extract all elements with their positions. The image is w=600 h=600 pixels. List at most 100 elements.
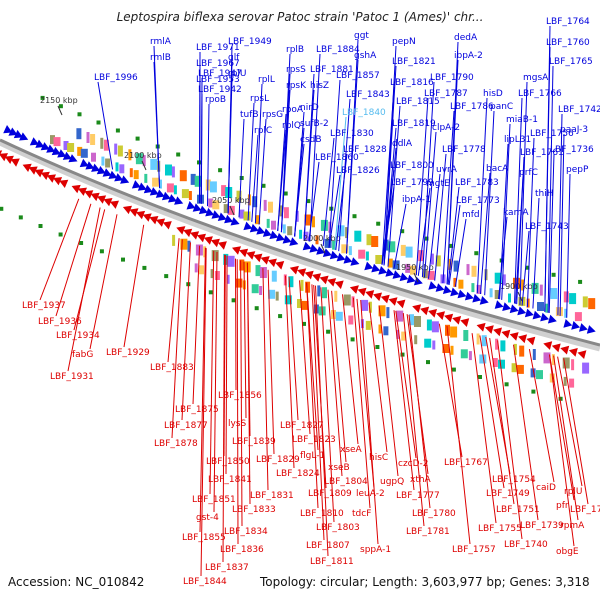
gene-label-lbf_1844[interactable]: LBF_1844 (183, 577, 227, 587)
gene-label-xtha[interactable]: xthA (410, 475, 432, 485)
gene-label-lbf_1857[interactable]: LBF_1857 (336, 71, 380, 81)
gene-label-rplc[interactable]: rplC (254, 126, 272, 136)
gene-label-mgsa[interactable]: mgsA (523, 73, 549, 83)
gene-label-lbf_1834[interactable]: LBF_1834 (224, 527, 268, 537)
gene-label-rplq[interactable]: rplQ (282, 121, 301, 131)
gene-label-lbf_1799[interactable]: LBF_1799 (390, 178, 434, 188)
gene-label-rpsl[interactable]: rpsL (250, 94, 269, 104)
gene-label-lbf_1840[interactable]: LBF_1840 (342, 108, 386, 118)
gene-label-rpoa[interactable]: rpoA (282, 105, 304, 115)
gene-label-lbf_1996[interactable]: LBF_1996 (94, 73, 138, 83)
gene-label-lbf_1764[interactable]: LBF_1764 (546, 17, 590, 27)
gene-label-gsha[interactable]: gshA (354, 51, 377, 61)
gene-label-rplu[interactable]: rplU (564, 487, 583, 497)
gene-label-lbf_1851[interactable]: LBF_1851 (192, 495, 236, 505)
gene-label-lipl31[interactable]: lipL31 (504, 135, 531, 145)
gene-label-clpa-2[interactable]: clpA-2 (432, 123, 460, 133)
gene-label-rplu[interactable]: rplU (228, 69, 247, 79)
gene-label-pfr[interactable]: pfr (556, 501, 569, 511)
gene-label-lbf_1760[interactable]: LBF_1760 (546, 38, 590, 48)
gene-label-lbf_1736[interactable]: LBF_1736 (550, 145, 594, 155)
gene-label-lbf_1749[interactable]: LBF_1749 (486, 489, 530, 499)
gene-label-sppa-1[interactable]: sppA-1 (360, 545, 391, 555)
gene-label-lbf_1816[interactable]: LBF_1816 (390, 78, 434, 88)
gene-label-lbf_1884[interactable]: LBF_1884 (316, 45, 360, 55)
gene-label-lbf_1821[interactable]: LBF_1821 (392, 57, 436, 67)
gene-label-lbf_1823[interactable]: LBF_1823 (292, 435, 336, 445)
gene-label-rpsg[interactable]: rpsG (262, 110, 283, 120)
gene-label-lbf_1803[interactable]: LBF_1803 (316, 523, 360, 533)
gene-label-lbf_1942[interactable]: LBF_1942 (198, 85, 242, 95)
gene-label-lbf_1934[interactable]: LBF_1934 (56, 331, 100, 341)
gene-label-lbf_1786[interactable]: LBF_1786 (450, 102, 494, 112)
gene-label-lbf_1810[interactable]: LBF_1810 (300, 509, 344, 519)
gene-label-lbf_1843[interactable]: LBF_1843 (346, 90, 390, 100)
gene-label-mgte[interactable]: mgtE (426, 179, 450, 189)
gene-label-rpma[interactable]: rpmA (560, 521, 585, 531)
gene-label-rmlb[interactable]: rmlB (150, 53, 171, 63)
gene-label-lbf_1881[interactable]: LBF_1881 (310, 65, 354, 75)
gene-label-lbf_1827[interactable]: LBF_1827 (280, 421, 324, 431)
gene-label-caid[interactable]: caiD (536, 483, 556, 493)
gene-label-lbf_1756[interactable]: LBF_1756 (530, 129, 574, 139)
gene-label-ugpq[interactable]: ugpQ (380, 477, 404, 487)
gene-label-lbf_1949[interactable]: LBF_1949 (228, 37, 272, 47)
gene-label-lbf_1819[interactable]: LBF_1819 (392, 119, 436, 129)
gene-label-lbf_1809[interactable]: LBF_1809 (308, 489, 352, 499)
gene-label-lbf_1765[interactable]: LBF_1765 (549, 57, 593, 67)
gene-label-lbf_1828[interactable]: LBF_1828 (343, 145, 387, 155)
gene-label-lbf_1931[interactable]: LBF_1931 (50, 372, 94, 382)
gene-label-lbf_1936[interactable]: LBF_1936 (38, 317, 82, 327)
gene-label-mfd[interactable]: mfd (462, 210, 480, 220)
gene-label-lbf_1815[interactable]: LBF_1815 (396, 97, 440, 107)
gene-label-rpss[interactable]: rpsS (286, 65, 306, 75)
gene-label-rplb[interactable]: rplB (286, 45, 304, 55)
gene-label-lbf_1742[interactable]: LBF_1742 (558, 105, 600, 115)
gene-label-lbf_1929[interactable]: LBF_1929 (106, 348, 150, 358)
gene-label-czcd-2[interactable]: czcD-2 (398, 459, 429, 469)
gene-label-gst-4[interactable]: gst-4 (196, 513, 219, 523)
gene-label-lbf_1937[interactable]: LBF_1937 (22, 301, 66, 311)
gene-label-lbf_1953[interactable]: LBF_1953 (196, 75, 240, 85)
gene-label-lbf_1755[interactable]: LBF_1755 (478, 524, 522, 534)
gene-label-kama[interactable]: kamA (503, 208, 529, 218)
gene-label-lbf_1967[interactable]: LBF_1967 (196, 59, 240, 69)
gene-label-paaj-3[interactable]: paaJ-3 (560, 125, 588, 135)
gene-label-lbf_1860[interactable]: LBF_1860 (315, 153, 359, 163)
gene-label-pepn[interactable]: pepN (392, 37, 416, 47)
gene-label-lbf_1878[interactable]: LBF_1878 (154, 439, 198, 449)
gene-label-lbf_1751[interactable]: LBF_1751 (496, 505, 540, 515)
gene-label-prfc[interactable]: prfC (519, 168, 538, 178)
gene-label-lbf_1829[interactable]: LBF_1829 (256, 455, 300, 465)
gene-label-ibpa-1[interactable]: ibpA-1 (402, 195, 431, 205)
gene-label-lbf_1856[interactable]: LBF_1856 (218, 391, 262, 401)
gene-label-lbf_1787[interactable]: LBF_1787 (424, 89, 468, 99)
gene-label-lbf_1778[interactable]: LBF_1778 (442, 145, 486, 155)
gene-label-lbf_1811[interactable]: LBF_1811 (310, 557, 354, 567)
gene-label-lbf_1841[interactable]: LBF_1841 (208, 475, 252, 485)
gene-label-lbf_1800[interactable]: LBF_1800 (390, 161, 434, 171)
gene-label-lbf_1947[interactable]: LBF_1947 (198, 69, 242, 79)
gene-label-lbf_1875[interactable]: LBF_1875 (175, 405, 219, 415)
gene-label-lbf_1807[interactable]: LBF_1807 (306, 541, 350, 551)
gene-label-rmla[interactable]: rmlA (150, 37, 172, 47)
gene-label-baca[interactable]: bacA (486, 164, 509, 174)
gene-label-lbf_1740[interactable]: LBF_1740 (504, 540, 548, 550)
gene-label-lbf_1833[interactable]: LBF_1833 (232, 505, 276, 515)
gene-label-lbf_1743[interactable]: LBF_1743 (525, 222, 569, 232)
gene-label-nird[interactable]: nirD (300, 103, 319, 113)
gene-label-lbf_1777[interactable]: LBF_1777 (396, 491, 440, 501)
gene-label-hisz[interactable]: hisZ (310, 81, 329, 91)
gene-label-lbf_1837[interactable]: LBF_1837 (205, 563, 249, 573)
gene-label-lbf_1757[interactable]: LBF_1757 (452, 545, 496, 555)
gene-label-ibpa-2[interactable]: ibpA-2 (454, 51, 483, 61)
gene-label-lbf_1850[interactable]: LBF_1850 (206, 457, 250, 467)
gene-label-pepp[interactable]: pepP (566, 165, 589, 175)
gene-label-lbf_1855[interactable]: LBF_1855 (182, 533, 226, 543)
gene-label-flgl-1[interactable]: flgL-1 (300, 451, 325, 461)
gene-label-lbf_1804[interactable]: LBF_1804 (324, 477, 368, 487)
gene-label-lbf_1883[interactable]: LBF_1883 (150, 363, 194, 373)
gene-label-tdcf[interactable]: tdcF (352, 509, 371, 519)
gene-label-rpll[interactable]: rplL (258, 75, 275, 85)
gene-label-lbf_1971[interactable]: LBF_1971 (196, 43, 240, 53)
